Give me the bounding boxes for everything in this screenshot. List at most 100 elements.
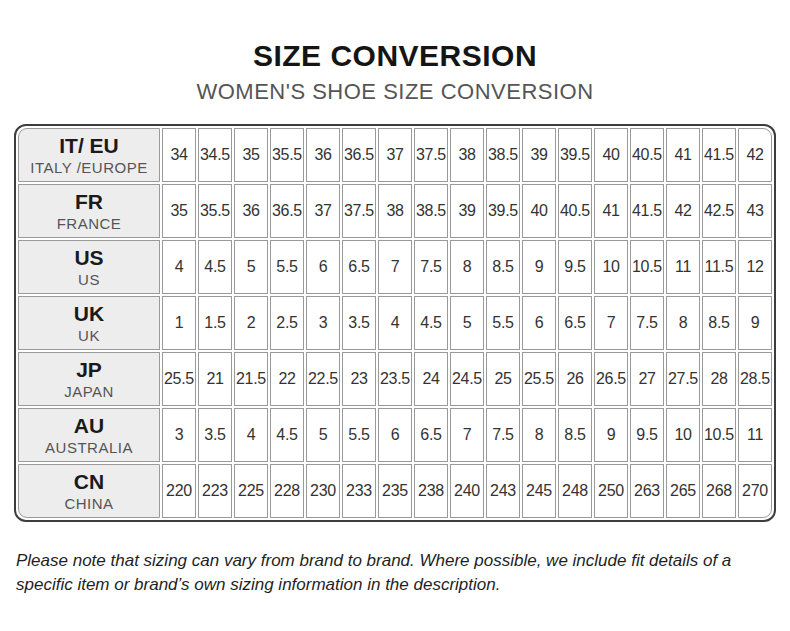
size-value-cell: 7.5 (630, 296, 664, 350)
size-value-cell: 8 (450, 240, 484, 294)
size-value-cell: 8 (666, 296, 700, 350)
size-value-cell: 7.5 (486, 408, 520, 462)
size-value-cell: 6.5 (414, 408, 448, 462)
size-value-cell: 35.5 (270, 128, 304, 182)
size-value-cell: 37 (378, 128, 412, 182)
size-value-cell: 3.5 (198, 408, 232, 462)
size-value-cell: 40.5 (630, 128, 664, 182)
region-name: AUSTRALIA (21, 438, 157, 457)
table-row: JPJAPAN25.52121.52222.52323.52424.52525.… (18, 352, 772, 406)
size-value-cell: 36.5 (270, 184, 304, 238)
size-value-cell: 37.5 (414, 128, 448, 182)
size-value-cell: 4 (234, 408, 268, 462)
table-row: IT/ EUITALY /EUROPE3434.53535.53636.5373… (18, 128, 772, 182)
page-subtitle: WOMEN'S SHOE SIZE CONVERSION (0, 77, 790, 107)
size-value-cell: 21.5 (234, 352, 268, 406)
size-value-cell: 25.5 (522, 352, 556, 406)
size-value-cell: 11 (666, 240, 700, 294)
size-value-cell: 243 (486, 464, 520, 518)
sizing-disclaimer-note: Please note that sizing can vary from br… (16, 549, 774, 597)
size-value-cell: 8.5 (558, 408, 592, 462)
size-value-cell: 12 (738, 240, 772, 294)
size-conversion-page: SIZE CONVERSION WOMEN'S SHOE SIZE CONVER… (0, 0, 790, 631)
size-value-cell: 8.5 (486, 240, 520, 294)
table-row: AUAUSTRALIA33.544.555.566.577.588.599.51… (18, 408, 772, 462)
size-value-cell: 240 (450, 464, 484, 518)
row-header: CNCHINA (18, 464, 160, 518)
row-header: FRFRANCE (18, 184, 160, 238)
size-value-cell: 42 (738, 128, 772, 182)
size-value-cell: 36 (306, 128, 340, 182)
size-value-cell: 270 (738, 464, 772, 518)
size-value-cell: 4.5 (414, 296, 448, 350)
size-value-cell: 5 (306, 408, 340, 462)
region-code: US (21, 245, 157, 270)
size-value-cell: 34 (162, 128, 196, 182)
size-value-cell: 38.5 (486, 128, 520, 182)
size-value-cell: 7 (378, 240, 412, 294)
size-value-cell: 265 (666, 464, 700, 518)
size-value-cell: 7 (594, 296, 628, 350)
size-value-cell: 25 (486, 352, 520, 406)
size-value-cell: 1 (162, 296, 196, 350)
size-value-cell: 39 (522, 128, 556, 182)
size-value-cell: 248 (558, 464, 592, 518)
region-code: AU (21, 413, 157, 438)
table-row: FRFRANCE3535.53636.53737.53838.53939.540… (18, 184, 772, 238)
size-value-cell: 35 (162, 184, 196, 238)
size-value-cell: 40 (522, 184, 556, 238)
size-value-cell: 10.5 (702, 408, 736, 462)
size-value-cell: 23.5 (378, 352, 412, 406)
size-value-cell: 41 (666, 128, 700, 182)
row-header: JPJAPAN (18, 352, 160, 406)
size-value-cell: 42 (666, 184, 700, 238)
size-table-body: IT/ EUITALY /EUROPE3434.53535.53636.5373… (18, 128, 772, 518)
size-value-cell: 28 (702, 352, 736, 406)
size-value-cell: 235 (378, 464, 412, 518)
size-value-cell: 2.5 (270, 296, 304, 350)
size-value-cell: 230 (306, 464, 340, 518)
size-value-cell: 38.5 (414, 184, 448, 238)
size-value-cell: 28.5 (738, 352, 772, 406)
size-value-cell: 23 (342, 352, 376, 406)
region-name: JAPAN (21, 382, 157, 401)
row-header: USUS (18, 240, 160, 294)
size-value-cell: 11 (738, 408, 772, 462)
size-value-cell: 228 (270, 464, 304, 518)
size-value-cell: 35 (234, 128, 268, 182)
size-value-cell: 26 (558, 352, 592, 406)
size-value-cell: 36 (234, 184, 268, 238)
size-value-cell: 27 (630, 352, 664, 406)
size-value-cell: 6 (522, 296, 556, 350)
row-header: UKUK (18, 296, 160, 350)
size-value-cell: 7 (450, 408, 484, 462)
size-value-cell: 6.5 (342, 240, 376, 294)
size-value-cell: 39.5 (486, 184, 520, 238)
size-value-cell: 35.5 (198, 184, 232, 238)
size-value-cell: 38 (450, 128, 484, 182)
size-value-cell: 3 (162, 408, 196, 462)
size-value-cell: 6 (306, 240, 340, 294)
region-code: UK (21, 301, 157, 326)
size-value-cell: 223 (198, 464, 232, 518)
size-value-cell: 6 (378, 408, 412, 462)
size-value-cell: 5.5 (270, 240, 304, 294)
size-value-cell: 21 (198, 352, 232, 406)
size-value-cell: 4.5 (270, 408, 304, 462)
size-value-cell: 5 (234, 240, 268, 294)
size-value-cell: 39.5 (558, 128, 592, 182)
size-value-cell: 41 (594, 184, 628, 238)
region-name: UK (21, 326, 157, 345)
size-value-cell: 2 (234, 296, 268, 350)
size-conversion-table-container: IT/ EUITALY /EUROPE3434.53535.53636.5373… (14, 124, 776, 522)
region-code: FR (21, 189, 157, 214)
size-value-cell: 268 (702, 464, 736, 518)
size-value-cell: 42.5 (702, 184, 736, 238)
size-value-cell: 22 (270, 352, 304, 406)
size-value-cell: 8.5 (702, 296, 736, 350)
row-header: IT/ EUITALY /EUROPE (18, 128, 160, 182)
size-value-cell: 36.5 (342, 128, 376, 182)
size-value-cell: 22.5 (306, 352, 340, 406)
region-name: FRANCE (21, 214, 157, 233)
size-value-cell: 233 (342, 464, 376, 518)
